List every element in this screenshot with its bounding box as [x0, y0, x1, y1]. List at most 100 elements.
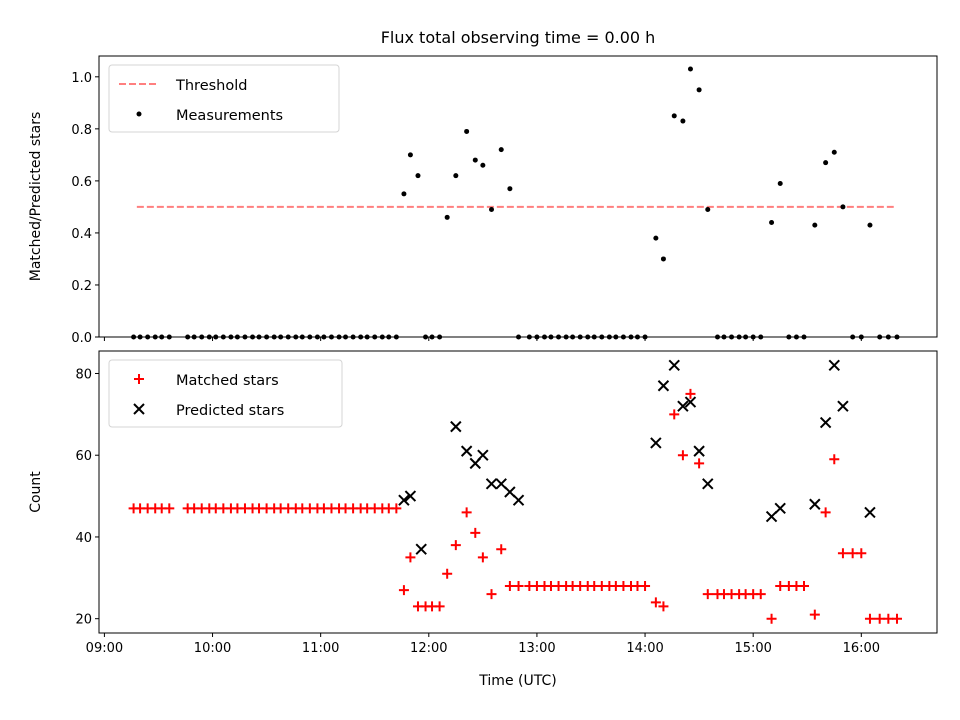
matched-stars-point	[658, 601, 669, 612]
x-axis-label: Time (UTC)	[478, 673, 556, 689]
legend-swatch-predicted-stars	[133, 403, 145, 415]
measurements-point	[736, 334, 742, 340]
measurements-point	[379, 334, 385, 340]
measurements-point	[358, 334, 364, 340]
predicted-stars-point	[657, 380, 670, 392]
measurements-point	[234, 334, 240, 340]
measurements-point	[386, 334, 392, 340]
measurements-point	[660, 256, 666, 262]
measurements-point	[336, 334, 342, 340]
legend-swatch-measurements	[136, 111, 142, 117]
measurements-point	[653, 235, 659, 241]
y-tick-label: 0.2	[71, 279, 92, 294]
legend-label-threshold: Threshold	[175, 78, 247, 94]
measurements-point	[307, 334, 313, 340]
predicted-stars-point	[677, 400, 689, 412]
matched-stars-point	[874, 613, 885, 624]
matched-stars-point	[847, 548, 858, 559]
x-tick-label: 10:00	[194, 641, 231, 656]
measurements-point	[444, 214, 450, 220]
matched-stars-point	[398, 585, 409, 596]
matched-stars-point	[504, 581, 515, 591]
measurements-point	[285, 334, 291, 340]
matched-stars-point	[829, 454, 840, 465]
measurements-point	[498, 147, 504, 153]
measurements-point	[671, 113, 677, 119]
predicted-stars-point	[512, 494, 525, 506]
measurements-point	[343, 334, 349, 340]
matched-stars-point	[883, 613, 894, 624]
x-tick-label: 14:00	[626, 641, 663, 656]
measurements-point	[729, 334, 735, 340]
measurements-point	[705, 207, 711, 213]
matched-stars-point	[405, 552, 416, 563]
matched-stars-point	[775, 581, 786, 591]
measurements-point	[159, 334, 165, 340]
measurements-point	[585, 334, 591, 340]
measurements-point	[415, 173, 421, 179]
measurements-point	[721, 334, 727, 340]
x-tick-label: 11:00	[302, 641, 339, 656]
measurements-point	[858, 334, 864, 340]
measurements-point	[620, 334, 626, 340]
predicted-stars-point	[693, 445, 705, 457]
x-tick-label: 12:00	[410, 641, 447, 656]
measurements-point	[152, 334, 158, 340]
measurements-point	[264, 334, 270, 340]
measurements-point	[786, 334, 792, 340]
matched-stars-point	[164, 503, 175, 514]
measurements-point	[548, 334, 554, 340]
measurements-point	[328, 334, 334, 340]
measurements-point	[407, 152, 413, 158]
measurements-point	[145, 334, 151, 340]
measurements-point	[472, 157, 478, 163]
matched-stars-point	[461, 507, 472, 518]
measurements-point	[634, 334, 640, 340]
matched-stars-point	[391, 503, 402, 514]
matched-stars-point	[799, 581, 810, 591]
axes-frame	[98, 350, 938, 634]
measurements-point	[680, 118, 686, 124]
matched-stars-point	[677, 450, 688, 461]
measurements-point	[613, 334, 619, 340]
predicted-stars-point	[460, 445, 473, 457]
measurements-point	[570, 334, 576, 340]
predicted-stars-point	[702, 478, 714, 490]
measurements-point	[516, 334, 522, 340]
legend: Threshold Measurements	[108, 64, 340, 133]
y-tick-label: 20	[75, 613, 92, 628]
matched-stars-point	[694, 458, 705, 469]
measurements-point	[372, 334, 378, 340]
measurements-point	[314, 334, 320, 340]
matched-stars-point	[640, 581, 651, 591]
measurements-point	[299, 334, 305, 340]
measurements-point	[812, 222, 818, 228]
y-axis-label: Count	[28, 471, 44, 513]
measurements-point	[507, 186, 513, 192]
measurements-point	[250, 334, 256, 340]
matched-stars-point	[669, 409, 680, 420]
measurements-point	[840, 204, 846, 210]
x-tick-label: 15:00	[734, 641, 771, 656]
measurements-point	[894, 334, 900, 340]
predicted-stars-point	[485, 478, 498, 490]
legend-label-predicted-stars: Predicted stars	[176, 403, 284, 419]
legend-label-measurements: Measurements	[176, 108, 283, 124]
measurements-point	[480, 162, 486, 168]
matched-stars-point	[434, 601, 445, 612]
measurements-point	[628, 334, 634, 340]
y-tick-label: 0.0	[71, 331, 92, 346]
measurements-point	[696, 87, 702, 93]
measurements-point	[823, 160, 829, 166]
measurements-point	[563, 334, 569, 340]
matched-stars-point	[450, 540, 461, 551]
predicted-stars-point	[504, 486, 516, 498]
y-tick-label: 40	[75, 531, 92, 546]
measurements-point	[393, 334, 399, 340]
measurements-point	[885, 334, 891, 340]
legend-label-matched-stars: Matched stars	[176, 373, 279, 389]
legend-swatch-matched-stars	[134, 374, 144, 384]
measurements-point	[278, 334, 284, 340]
matched-stars-point	[809, 609, 820, 620]
measurements-point	[191, 334, 197, 340]
